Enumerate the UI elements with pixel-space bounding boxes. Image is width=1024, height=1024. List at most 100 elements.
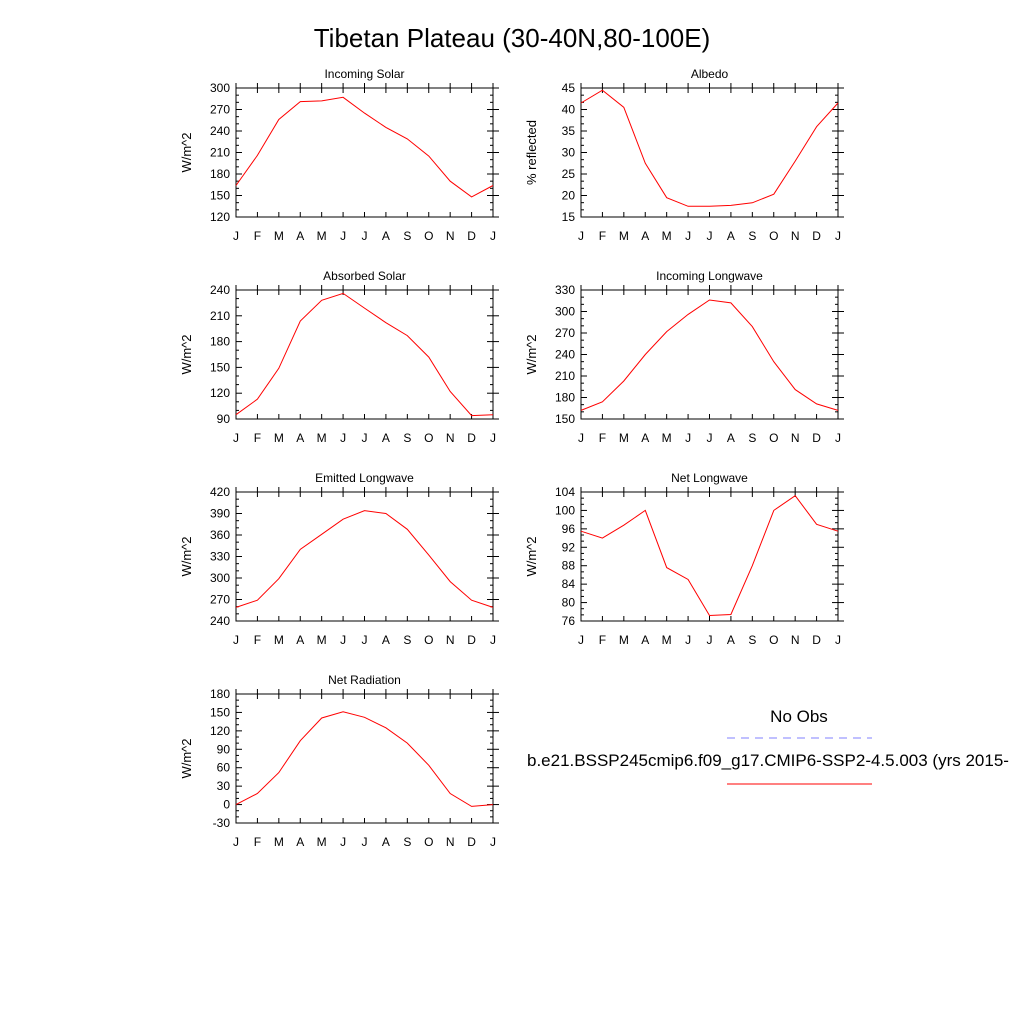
y-tick-label: 96 <box>562 522 576 536</box>
x-tick-label: M <box>662 633 672 647</box>
x-tick-label: D <box>467 633 476 647</box>
x-tick-label: J <box>233 633 239 647</box>
y-tick-label: 360 <box>210 528 230 542</box>
x-tick-label: O <box>424 633 433 647</box>
x-tick-label: M <box>317 229 327 243</box>
x-tick-label: J <box>340 835 346 849</box>
x-tick-label: M <box>619 431 629 445</box>
x-tick-label: M <box>274 835 284 849</box>
x-tick-label: N <box>446 431 455 445</box>
series-line <box>580 495 839 617</box>
panel-title: Albedo <box>691 67 729 81</box>
x-tick-label: A <box>641 229 649 243</box>
series-line <box>580 299 839 411</box>
y-tick-label: 30 <box>217 779 231 793</box>
x-tick-label: A <box>641 431 649 445</box>
x-tick-label: J <box>685 229 691 243</box>
series-line <box>235 510 494 608</box>
x-tick-label: M <box>662 431 672 445</box>
y-tick-label: 25 <box>562 167 576 181</box>
x-tick-label: S <box>403 835 411 849</box>
x-tick-label: S <box>748 431 756 445</box>
x-tick-label: J <box>340 431 346 445</box>
y-tick-label: 210 <box>210 146 230 160</box>
x-tick-label: M <box>317 835 327 849</box>
x-tick-label: D <box>812 431 821 445</box>
y-tick-label: 180 <box>210 335 230 349</box>
y-tick-label: -30 <box>213 816 231 830</box>
y-tick-label: 210 <box>555 369 575 383</box>
x-tick-label: M <box>317 431 327 445</box>
x-tick-label: J <box>362 835 368 849</box>
x-tick-label: J <box>490 431 496 445</box>
y-axis-label: W/m^2 <box>179 536 194 576</box>
series-line <box>235 292 494 417</box>
y-tick-label: 240 <box>210 283 230 297</box>
panel-title: Emitted Longwave <box>315 471 414 485</box>
y-tick-label: 60 <box>217 761 231 775</box>
y-tick-label: 35 <box>562 124 576 138</box>
x-tick-label: F <box>254 835 261 849</box>
legend: No Obs b.e21.BSSP245cmip6.f09_g17.CMIP6-… <box>527 707 1009 785</box>
y-axis-label: % reflected <box>524 120 539 185</box>
plot-frame <box>580 289 839 420</box>
y-tick-label: 0 <box>223 798 230 812</box>
y-tick-label: 240 <box>210 124 230 138</box>
x-tick-label: A <box>296 229 304 243</box>
x-tick-label: J <box>362 229 368 243</box>
x-tick-label: J <box>835 431 841 445</box>
panel-title: Incoming Solar <box>324 67 404 81</box>
panel-title: Net Radiation <box>328 673 401 687</box>
x-tick-label: F <box>254 229 261 243</box>
x-tick-label: J <box>362 633 368 647</box>
x-tick-label: J <box>578 431 584 445</box>
y-tick-label: 420 <box>210 485 230 499</box>
x-tick-label: S <box>748 229 756 243</box>
y-tick-label: 120 <box>210 386 230 400</box>
plot-frame <box>235 693 494 824</box>
x-tick-label: J <box>835 633 841 647</box>
panel-title: Incoming Longwave <box>656 269 763 283</box>
y-tick-label: 180 <box>555 391 575 405</box>
y-tick-label: 240 <box>210 614 230 628</box>
y-tick-label: 300 <box>210 571 230 585</box>
y-tick-label: 84 <box>562 577 576 591</box>
series-line <box>580 89 839 207</box>
y-tick-label: 390 <box>210 507 230 521</box>
x-tick-label: A <box>641 633 649 647</box>
x-tick-label: A <box>382 835 390 849</box>
x-tick-label: S <box>748 633 756 647</box>
x-tick-label: N <box>791 633 800 647</box>
legend-obs-label: No Obs <box>770 707 828 726</box>
x-tick-label: J <box>233 229 239 243</box>
legend-model-label: b.e21.BSSP245cmip6.f09_g17.CMIP6-SSP2-4.… <box>527 751 1009 770</box>
y-tick-label: 300 <box>210 81 230 95</box>
x-tick-label: A <box>296 431 304 445</box>
y-tick-label: 88 <box>562 559 576 573</box>
x-tick-label: A <box>727 431 735 445</box>
x-tick-label: O <box>769 431 778 445</box>
y-tick-label: 30 <box>562 146 576 160</box>
x-tick-label: J <box>578 633 584 647</box>
x-tick-label: J <box>490 229 496 243</box>
plot-frame <box>235 87 494 218</box>
x-tick-label: J <box>578 229 584 243</box>
y-tick-label: 240 <box>555 348 575 362</box>
x-tick-label: J <box>233 835 239 849</box>
y-axis-label: W/m^2 <box>179 132 194 172</box>
x-tick-label: J <box>340 229 346 243</box>
x-tick-label: M <box>317 633 327 647</box>
x-tick-label: O <box>424 835 433 849</box>
x-tick-label: F <box>254 633 261 647</box>
x-tick-label: S <box>403 229 411 243</box>
plot-frame <box>235 289 494 420</box>
series-line <box>235 96 494 198</box>
y-tick-label: 90 <box>217 412 231 426</box>
x-tick-label: D <box>812 633 821 647</box>
x-tick-label: M <box>619 633 629 647</box>
